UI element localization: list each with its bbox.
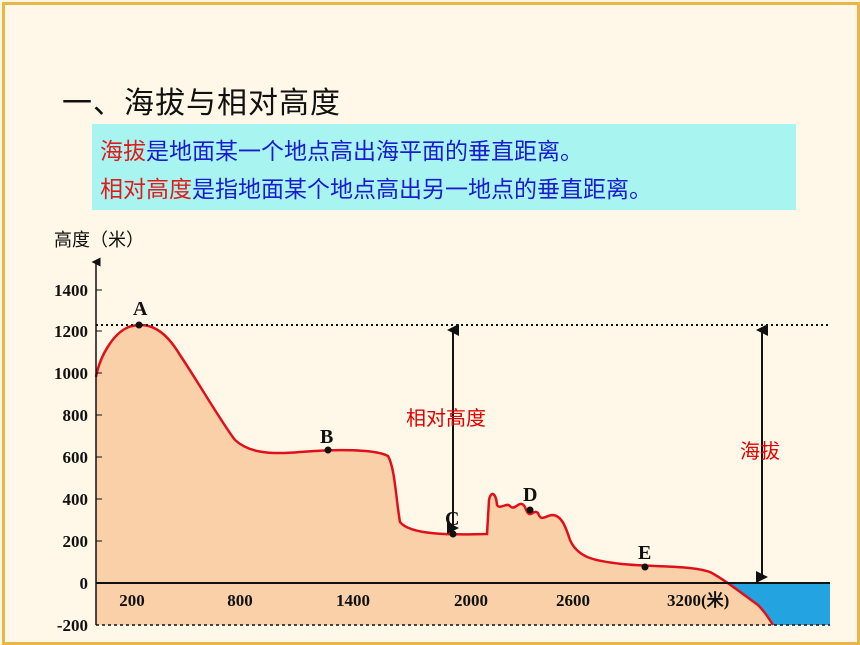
y-label-800: 800 xyxy=(63,406,89,425)
y-label-600: 600 xyxy=(63,448,89,467)
x-label-1400: 1400 xyxy=(336,591,370,610)
point-d-label: D xyxy=(523,484,537,506)
y-axis-title: 高度（米） xyxy=(54,230,144,251)
point-d-marker xyxy=(526,506,534,514)
point-e-marker xyxy=(641,563,649,571)
relative-height-label: 相对高度 xyxy=(406,406,486,430)
y-label-1200: 1200 xyxy=(54,322,88,341)
point-c-marker xyxy=(449,530,457,538)
y-label-1000: 1000 xyxy=(54,364,88,383)
definition-relative-height-text: 是指地面某个地点高出另一地点的垂直距离。 xyxy=(192,177,652,203)
x-label-800: 800 xyxy=(227,591,253,610)
point-b-marker xyxy=(324,446,332,454)
slide-title: 一、海拔与相对高度 xyxy=(62,86,341,121)
x-label-3200: 3200(米) xyxy=(667,590,729,610)
point-a-marker xyxy=(135,321,143,329)
y-label-minus200: -200 xyxy=(57,616,88,635)
y-label-200: 200 xyxy=(63,532,89,551)
term-altitude: 海拔 xyxy=(100,139,146,165)
land-fill xyxy=(96,325,773,625)
term-relative-height: 相对高度 xyxy=(100,177,192,203)
x-label-2600: 2600 xyxy=(556,591,590,610)
point-b-label: B xyxy=(320,426,333,448)
terrain-profile-line xyxy=(94,323,775,626)
point-a-label: A xyxy=(133,298,148,320)
x-label-2000: 2000 xyxy=(454,591,488,610)
altitude-label: 海拔 xyxy=(740,439,780,463)
y-label-0: 0 xyxy=(80,574,89,593)
y-label-400: 400 xyxy=(63,490,89,509)
definition-relative-height: 相对高度是指地面某个地点高出另一地点的垂直距离。 xyxy=(100,170,652,204)
definition-box: 海拔是地面某一个地点高出海平面的垂直距离。 相对高度是指地面某个地点高出另一地点… xyxy=(92,124,796,210)
definition-altitude-text: 是地面某一个地点高出海平面的垂直距离。 xyxy=(146,139,583,165)
y-label-1400: 1400 xyxy=(54,281,88,300)
y-ticks xyxy=(96,289,102,542)
definition-altitude: 海拔是地面某一个地点高出海平面的垂直距离。 xyxy=(100,132,583,166)
x-label-200: 200 xyxy=(119,591,145,610)
point-e-label: E xyxy=(638,542,651,564)
